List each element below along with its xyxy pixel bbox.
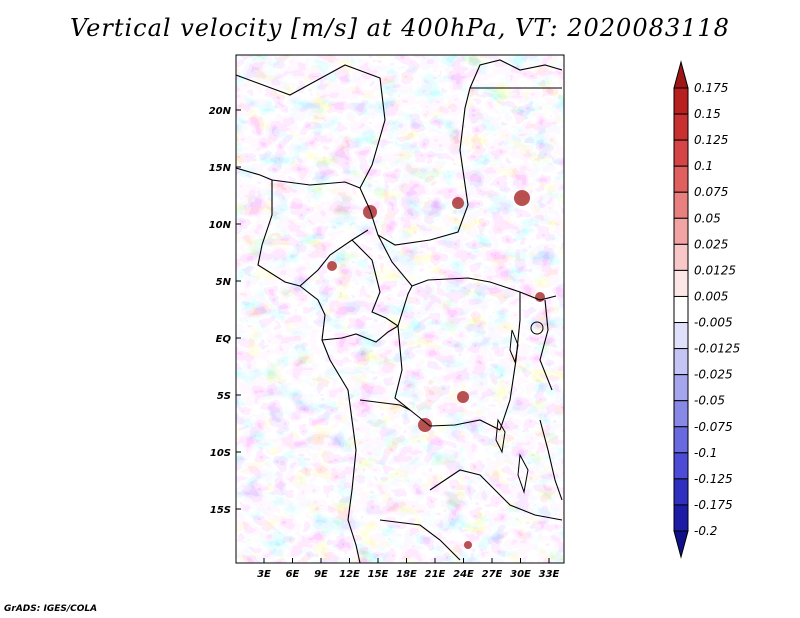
grads-credit: GrADS: IGES/COLA [4, 604, 98, 614]
lat-tick-label: 5N [216, 277, 232, 288]
lon-tick-label: 30E [510, 569, 531, 580]
lat-tick-label: 10N [209, 220, 232, 231]
colorbar-box [673, 139, 689, 167]
colorbar-label: -0.005 [694, 316, 733, 330]
colorbar-box [673, 295, 689, 324]
colorbar-top-arrow [673, 60, 689, 89]
colorbar-box [673, 269, 689, 297]
colorbar-box [673, 452, 689, 480]
colorbar-label: -0.075 [694, 420, 733, 434]
lon-tick-label: 15E [368, 569, 389, 580]
lon-tick-label: 21E [425, 569, 446, 580]
country-borders [236, 59, 563, 563]
lat-tick-label: 10S [210, 448, 231, 459]
map-frame [235, 54, 565, 564]
colorbar-bottom-arrow [673, 530, 689, 559]
colorbar-box [673, 504, 689, 532]
colorbar-label: -0.175 [694, 498, 733, 512]
colorbar-box [673, 400, 689, 428]
lon-tick-label: 27E [482, 569, 503, 580]
colorbar-box [673, 374, 689, 402]
colorbar-label: 0.005 [694, 289, 728, 303]
lon-tick-label: 18E [396, 569, 417, 580]
lon-tick-label: 24E [453, 569, 474, 580]
longitude-axis: 3E 6E 9E 12E 15E 18E 21E 24E 27E 30E 33E [257, 558, 560, 580]
colorbar-label: 0.025 [694, 237, 728, 251]
colorbar-box [673, 322, 689, 350]
lat-tick-label: 5S [217, 391, 231, 402]
colorbar-box [673, 191, 689, 219]
colorbar-label: -0.1 [694, 446, 717, 460]
colorbar-label: 0.175 [694, 81, 728, 95]
colorbar-label: 0.0125 [694, 263, 736, 277]
colorbar-label: 0.05 [694, 211, 721, 225]
colorbar-box [673, 426, 689, 454]
lakes [495, 321, 544, 494]
colorbar-label: 0.075 [694, 185, 728, 199]
colorbar-box [673, 87, 689, 115]
colorbar-label: -0.025 [694, 368, 733, 382]
lat-tick-label: EQ [216, 334, 232, 345]
colorbar-box [673, 478, 689, 506]
lat-tick-label: 20N [209, 106, 232, 117]
colorbar-box [673, 243, 689, 271]
lon-tick-label: 9E [314, 569, 328, 580]
lat-tick-label: 15S [210, 505, 231, 516]
colorbar-label: -0.05 [694, 394, 725, 408]
colorbar-label: -0.0125 [694, 342, 740, 356]
chart-title: Vertical velocity [m/s] at 400hPa, VT: 2… [70, 14, 730, 42]
colorbar-label: -0.2 [694, 524, 717, 538]
colorbar-label: 0.125 [694, 133, 728, 147]
colorbar-label: 0.1 [694, 159, 713, 173]
lon-tick-label: 12E [339, 569, 360, 580]
lon-tick-label: 3E [257, 569, 271, 580]
colorbar: 0.175 0.15 0.125 0.1 0.075 0.05 0.025 0.0125 0.0… [673, 60, 740, 559]
lon-tick-label: 33E [539, 569, 560, 580]
velocity-field [236, 55, 564, 563]
colorbar-label: -0.125 [694, 472, 733, 486]
lat-tick-label: 15N [209, 163, 232, 174]
lon-tick-label: 6E [286, 569, 300, 580]
colorbar-box [673, 348, 689, 376]
colorbar-label: 0.15 [694, 107, 721, 121]
colorbar-box [673, 165, 689, 193]
latitude-axis: 20N 15N 10N 5N EQ 5S 10S 15S [209, 106, 241, 516]
colorbar-box [673, 113, 689, 141]
colorbar-box [673, 217, 689, 245]
